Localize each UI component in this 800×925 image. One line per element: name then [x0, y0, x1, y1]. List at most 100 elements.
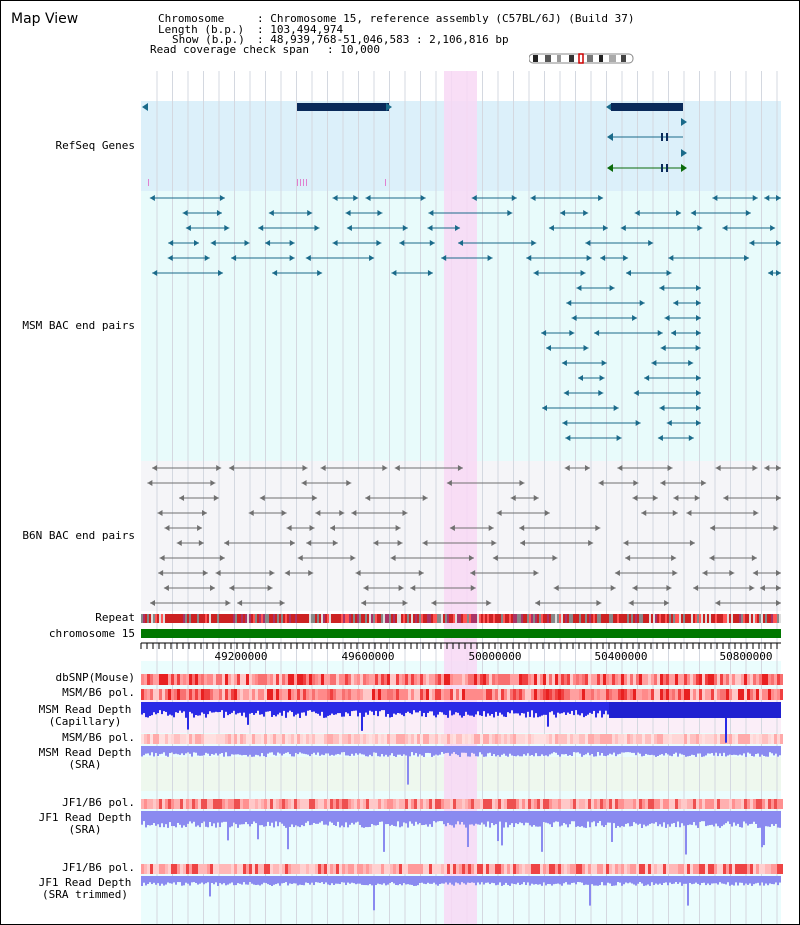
msm-depth-sra-bar	[217, 746, 219, 756]
msm-depth-sra-bar	[515, 746, 517, 757]
jf1-b6-pol-cell	[750, 799, 753, 809]
dbsnp-cell	[714, 674, 717, 685]
jf1-depth-trim-bar	[397, 876, 399, 886]
msm-b6-pol-2-cell	[570, 734, 573, 744]
repeat-bar	[655, 614, 657, 623]
msm-b6-pol-cell	[537, 689, 540, 700]
jf1-depth-sra-bar	[617, 811, 619, 826]
msm-b6-pol-cell	[489, 689, 492, 700]
msm-depth-sra-bar	[649, 746, 651, 756]
jf1-depth-sra-bar	[221, 811, 223, 823]
msm-depth-cap-bar	[191, 702, 193, 714]
chromosome-ideogram[interactable]	[529, 53, 634, 65]
msm-depth-sra-bar	[397, 746, 399, 755]
msm-b6-pol-cell	[270, 689, 273, 700]
jf1-b6-pol-cell	[318, 799, 321, 809]
jf1-depth-sra-bar	[255, 811, 257, 824]
msm-depth-sra-bar	[517, 746, 519, 756]
jf1-b6-pol-cell	[375, 799, 378, 809]
dbsnp-cell	[771, 674, 774, 685]
dbsnp-cell	[699, 674, 702, 685]
msm-depth-cap-bar	[233, 702, 235, 711]
jf1-b6-pol-cell	[594, 799, 597, 809]
dbsnp-cell	[648, 674, 651, 685]
msm-depth-cap-bar	[513, 702, 515, 714]
jf1-depth-trim-bar	[381, 876, 383, 885]
b6n-bac-end	[588, 540, 594, 546]
jf1-depth-trim-bar	[601, 876, 603, 883]
dbsnp-cell	[147, 674, 150, 685]
jf1-depth-trim-bar	[581, 876, 583, 883]
jf1-depth-trim-bar	[565, 876, 567, 883]
jf1-depth-sra-bar	[419, 811, 421, 824]
dbsnp-cell	[429, 674, 432, 685]
dbsnp-cell	[432, 674, 435, 685]
msm-b6-pol-cell	[756, 689, 759, 700]
msm-b6-pol-cell	[567, 689, 570, 700]
dbsnp-cell	[546, 674, 549, 685]
jf1-depth-trim-bar	[257, 876, 259, 885]
b6n-bac-end	[219, 555, 225, 561]
b6n-bac-end	[312, 495, 318, 501]
msm-depth-cap-bar	[267, 702, 269, 712]
b6n-bac-end	[595, 525, 601, 531]
jf1-depth-sra-bar	[295, 811, 297, 826]
repeat-bar	[439, 614, 441, 623]
jf1-depth-sra-bar	[615, 811, 617, 828]
jf1-b6-pol-cell	[522, 799, 525, 809]
msm-b6-pol-2-cell	[609, 734, 612, 744]
msm-depth-cap-bar	[573, 702, 575, 716]
msm-depth-cap-bar	[509, 702, 511, 714]
dbsnp-cell	[561, 674, 564, 685]
jf1-b6-pol-2-cell	[345, 864, 348, 874]
msm-b6-pol-cell	[174, 689, 177, 700]
msm-depth-cap-bar	[541, 702, 543, 716]
jf1-b6-pol-2-cell	[624, 864, 627, 874]
jf1-b6-pol-cell	[240, 799, 243, 809]
msm-depth-sra-bar	[747, 746, 749, 753]
repeat-bar	[543, 614, 545, 623]
jf1-depth-sra-bar	[451, 811, 453, 826]
jf1-depth-trim-bar	[761, 876, 763, 883]
jf1-b6-pol-2-cell	[690, 864, 693, 874]
msm-depth-cap-bar	[367, 702, 369, 715]
repeat-bar	[707, 614, 709, 623]
repeat-bar	[443, 614, 445, 623]
msm-depth-cap-bar	[403, 702, 405, 717]
jf1-b6-pol-cell	[294, 799, 297, 809]
jf1-depth-trim-bar	[373, 876, 375, 911]
msm-depth-cap-bar	[497, 702, 499, 716]
jf1-depth-sra-bar	[395, 811, 397, 827]
msm-depth-sra-bar	[571, 746, 573, 757]
length-value: : 103,494,974	[257, 23, 344, 36]
b6n-bac-end	[520, 540, 526, 546]
jf1-b6-pol-2-cell	[678, 864, 681, 874]
msm-depth-sra-bar	[771, 746, 773, 754]
b6n-bac-end	[320, 465, 326, 471]
msm-bac-end	[722, 225, 728, 231]
msm-depth-sra-bar	[671, 746, 673, 757]
dbsnp-cell	[723, 674, 726, 685]
repeat-bar	[451, 614, 453, 623]
b6n-bac-end	[623, 540, 629, 546]
dbsnp-cell	[612, 674, 615, 685]
msm-b6-pol-cell	[363, 689, 366, 700]
msm-b6-pol-cell	[309, 689, 312, 700]
dbsnp-cell	[399, 674, 402, 685]
msm-b6-pol-2-cell	[396, 734, 399, 744]
msm-depth-sra-bar	[271, 746, 273, 753]
jf1-depth-trim-bar	[241, 876, 243, 885]
repeat-bar	[725, 614, 727, 623]
jf1-b6-pol-cell	[504, 799, 507, 809]
jf1-depth-trim-bar	[391, 876, 393, 883]
repeat-bar	[397, 614, 399, 623]
dbsnp-cell	[276, 674, 279, 685]
repeat-bar	[147, 614, 149, 623]
msm-depth-cap-bar	[263, 702, 265, 717]
jf1-depth-trim-bar	[471, 876, 473, 883]
jf1-b6-pol-cell	[606, 799, 609, 809]
repeat-bar	[331, 614, 333, 623]
repeat-bar	[617, 614, 619, 623]
jf1-b6-pol-cell	[699, 799, 702, 809]
